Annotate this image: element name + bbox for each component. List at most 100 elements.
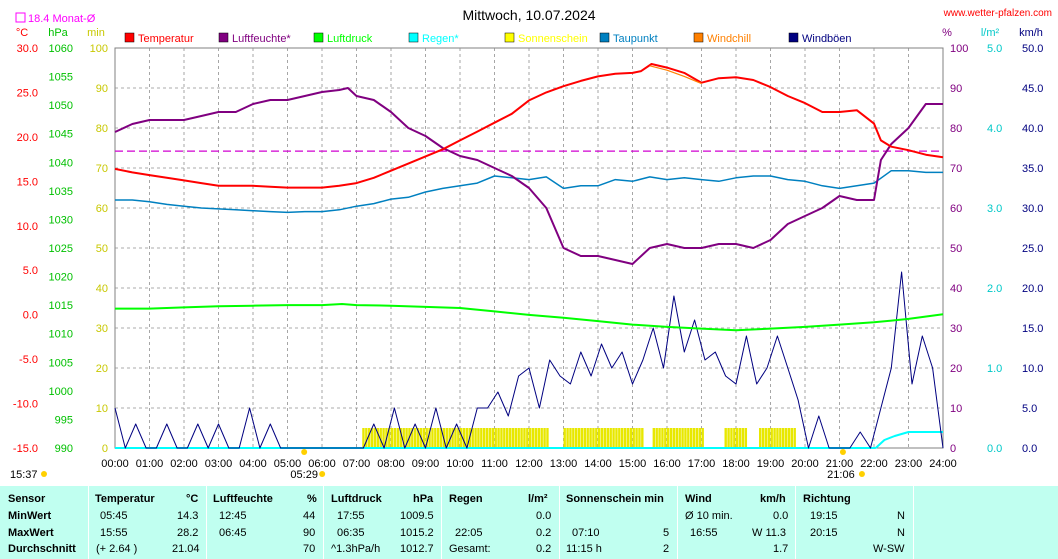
legend-label: Luftdruck — [327, 33, 373, 45]
sun-total-hours: 11:15 h — [566, 543, 602, 555]
sunshine-bar — [497, 428, 500, 448]
unit-humidity: % — [942, 27, 952, 39]
sunshine-bar — [641, 428, 644, 448]
sunshine-bar — [615, 428, 618, 448]
pressure-tick-label: 1000 — [49, 386, 73, 398]
sunshine-bar — [761, 428, 765, 448]
chart-annotations: 05:29 21:06 15:37 — [10, 449, 865, 481]
sunshine-bar — [580, 428, 584, 448]
pressure-trend: ^1.3hPa/h — [331, 543, 381, 555]
sunshine-bar — [782, 428, 785, 448]
sunshine-bar — [422, 428, 426, 448]
sunshine-bar — [485, 428, 489, 448]
rain-tick-label: 0.0 — [987, 443, 1002, 455]
x-tick-label: 03:00 — [205, 458, 233, 470]
col-header-rain: Regen — [449, 493, 483, 505]
x-tick-label: 09:00 — [412, 458, 440, 470]
sunrise-sun-icon — [319, 471, 326, 477]
sunshine-bar — [517, 428, 520, 448]
pressure-tick-label: 990 — [55, 443, 73, 455]
sunshine-bar — [448, 428, 451, 448]
humidity-tick-label: 90 — [950, 83, 962, 95]
pressure-tick-label: 1005 — [49, 357, 73, 369]
sunshine-bar — [667, 428, 670, 448]
pressure-max-time: 06:35 — [337, 527, 365, 539]
wind-tick-label: 50.0 — [1022, 43, 1043, 55]
sunshine-bar — [698, 428, 702, 448]
monthly-avg-label: 18.4 Monat-Ø — [28, 13, 96, 25]
sunshine-bar — [600, 428, 604, 448]
unit-sun: min — [87, 27, 105, 39]
sunshine-bar — [537, 428, 541, 448]
sunshine-bar — [483, 428, 486, 448]
pressure-tick-label: 1030 — [49, 214, 73, 226]
sun-tick-label: 90 — [96, 83, 108, 95]
sun-max-value: 5 — [663, 527, 670, 539]
sunshine-bar — [391, 428, 394, 448]
temp-min-time: 05:45 — [100, 510, 128, 522]
source-link[interactable]: www.wetter-pfalzen.com — [943, 8, 1052, 19]
sunshine-bar — [546, 428, 549, 448]
x-tick-label: 12:00 — [515, 458, 543, 470]
sunshine-bar — [589, 428, 592, 448]
current-time-sun-icon — [41, 471, 47, 477]
temp-tick-label: 0.0 — [23, 310, 38, 322]
sunshine-bar — [603, 428, 607, 448]
temp-tick-label: 10.0 — [17, 221, 38, 233]
sunshine-bar — [534, 428, 538, 448]
direction-min-value: N — [897, 510, 905, 522]
humidity-tick-label: 0 — [950, 443, 956, 455]
temp-avg-note: (+ 2.64 ) — [96, 543, 138, 555]
monthly-avg-marker-icon — [15, 12, 26, 23]
pressure-tick-label: 1025 — [49, 243, 73, 255]
legend-swatch — [408, 32, 419, 43]
x-tick-label: 24:00 — [929, 458, 957, 470]
unit-wind: km/h — [1019, 27, 1043, 39]
sunshine-bar — [592, 428, 595, 448]
sunshine-bar — [741, 428, 745, 448]
sunshine-bar — [681, 428, 684, 448]
pressure-tick-label: 1035 — [49, 186, 73, 198]
table-divider — [795, 486, 796, 559]
x-tick-label: 22:00 — [860, 458, 888, 470]
sunshine-bar — [577, 428, 581, 448]
sunshine-bar — [595, 428, 598, 448]
row-label-avg: Durchschnitt — [8, 543, 76, 555]
sunshine-bar — [692, 428, 696, 448]
wind-tick-label: 10.0 — [1022, 363, 1043, 375]
sunshine-bar — [531, 428, 535, 448]
sunshine-bar — [373, 428, 377, 448]
sunshine-bar — [669, 428, 673, 448]
col-unit-pressure: hPa — [413, 493, 434, 505]
wind-avg-label: Ø 10 min. — [685, 510, 733, 522]
sunshine-bar — [439, 428, 443, 448]
table-divider — [913, 486, 914, 559]
series-line-temperature — [114, 63, 944, 189]
x-tick-label: 02:00 — [170, 458, 198, 470]
sunshine-bar — [526, 428, 529, 448]
x-tick-label: 16:00 — [653, 458, 681, 470]
rain-max-time: 22:05 — [455, 527, 483, 539]
unit-temp: °C — [16, 27, 28, 39]
sunshine-bar — [658, 428, 661, 448]
sunshine-bar — [629, 428, 633, 448]
series-lines — [114, 63, 944, 449]
row-label-min: MinWert — [8, 510, 52, 522]
sunshine-bar — [434, 428, 437, 448]
humidity-max-time: 06:45 — [219, 527, 247, 539]
series-line-pressure — [115, 303, 944, 332]
col-unit-temp: °C — [186, 493, 199, 505]
sunshine-bar — [425, 428, 428, 448]
sunshine-bar — [477, 428, 480, 448]
rain-max-value: 0.2 — [536, 527, 552, 539]
col-header-sensor: Sensor — [8, 493, 46, 505]
sunshine-bar — [687, 428, 690, 448]
sunshine-bar — [773, 428, 776, 448]
sunshine-bar — [445, 428, 449, 448]
sunshine-bar — [500, 428, 503, 448]
sunshine-bar — [621, 428, 624, 448]
sunshine-bar — [514, 428, 518, 448]
sunrise-icon — [301, 449, 308, 455]
chart-legend: Temperatur Luftfeuchte* Luftdruck Regen* Son… — [124, 32, 852, 45]
chart-title: Mittwoch, 10.07.2024 — [462, 7, 595, 23]
